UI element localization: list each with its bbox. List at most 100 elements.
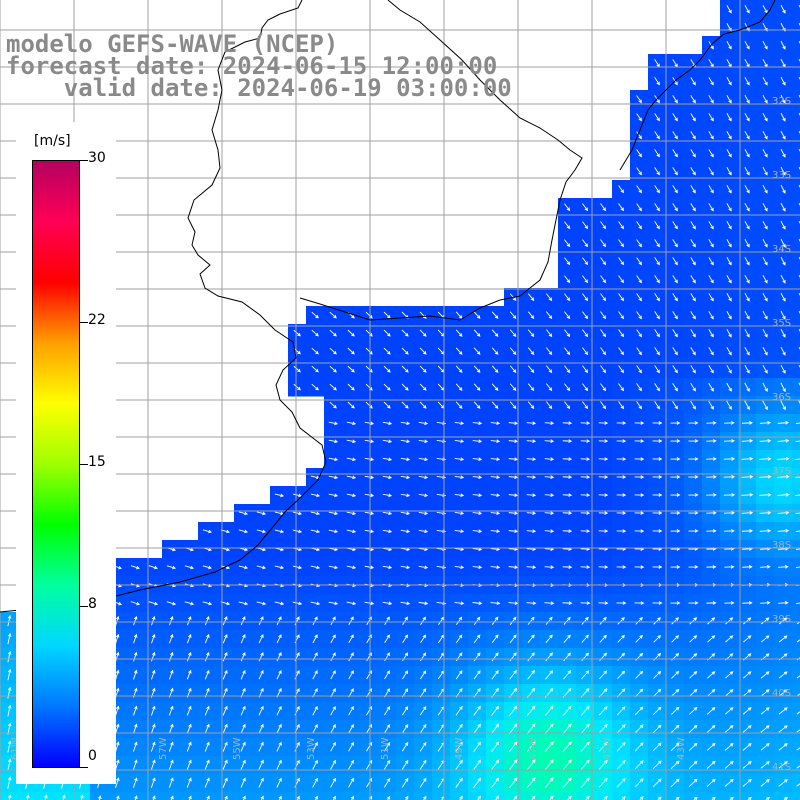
wind-arrow [621,796,626,800]
latitude-label: 39S [772,614,791,625]
wind-arrow [672,383,678,392]
wind-arrow [742,707,752,715]
wind-arrow [509,670,517,680]
wind-arrow [690,400,696,410]
wind-arrow [401,383,409,391]
wind-cell [792,720,800,739]
wind-arrow [186,651,192,662]
wind-arrow [472,493,483,498]
wind-arrow [762,112,768,122]
wind-arrow [491,652,499,662]
wind-arrow [420,616,426,626]
wind-arrow [382,601,393,606]
wind-arrow [130,601,141,606]
wind-arrow [115,777,120,788]
wind-arrow [329,347,337,355]
wind-arrow [151,651,156,662]
wind-cell [792,594,800,613]
wind-arrow [708,400,714,410]
wind-arrow [238,565,249,570]
wind-arrow [276,759,282,770]
wind-arrow [581,634,589,643]
wind-arrow [310,511,321,516]
wind-arrow [724,725,734,733]
wind-arrow [635,670,644,679]
wind-arrow [133,615,138,626]
wind-arrow [693,796,698,800]
wind-arrow [491,777,500,789]
wind-arrow [186,669,192,680]
wind-arrow [526,475,537,479]
wind-arrow [258,759,264,770]
wind-arrow [780,292,786,302]
wind-arrow [744,364,750,374]
wind-arrow [670,601,681,605]
wind-arrow [384,652,390,662]
wind-arrow [7,686,12,699]
wind-arrow [473,652,481,662]
wind-arrow [780,382,786,393]
wind-cell [684,792,703,800]
wind-arrow [777,474,790,479]
wind-arrow [672,293,678,302]
wind-arrow [330,777,336,788]
wind-arrow [654,131,660,140]
wind-arrow [690,275,696,284]
wind-arrow [708,239,714,248]
wind-arrow [708,185,714,194]
wind-arrow [708,293,714,302]
wind-arrow [652,724,662,734]
wind-arrow [472,529,483,534]
wind-arrow [690,293,696,302]
wind-arrow [600,383,607,392]
wind-arrow [240,759,246,770]
wind-arrow [258,777,264,788]
wind-cell [486,792,505,800]
wind-arrow [222,759,228,770]
wind-cell [90,792,109,800]
wind-arrow [455,705,463,716]
wind-arrow [455,329,463,337]
wind-arrow [744,292,750,302]
wind-cell [702,792,721,800]
wind-arrow [795,440,800,442]
wind-arrow [509,347,517,355]
wind-arrow [654,113,660,122]
wind-arrow [726,167,732,176]
wind-arrow [726,77,732,86]
wind-arrow [508,457,519,461]
wind-arrow [455,723,463,734]
wind-cell [324,792,343,800]
wind-arrow [672,167,678,176]
wind-arrow [256,565,267,570]
wind-arrow [744,166,750,176]
wind-arrow [636,257,642,266]
wind-arrow [635,617,643,625]
wind-arrow [509,365,517,373]
wind-cell [558,792,577,800]
wind-arrow [564,203,571,212]
wind-arrow [762,148,768,158]
wind-arrow [585,795,590,800]
wind-arrow [634,565,645,569]
wind-arrow [563,670,572,680]
wind-arrow [742,601,753,605]
wind-arrow [653,617,661,625]
wind-arrow [743,635,752,643]
wind-arrow [204,759,210,770]
wind-arrow [348,777,354,788]
wind-arrow [616,742,626,752]
wind-arrow [204,669,210,680]
wind-arrow [598,706,608,716]
wind-arrow [726,149,732,158]
wind-arrow [708,275,714,284]
wind-arrow [418,529,429,534]
wind-arrow [115,651,120,662]
wind-arrow [780,112,786,122]
wind-arrow [762,40,768,50]
wind-arrow [653,635,662,643]
wind-arrow [472,475,483,480]
valid-date: valid date: 2024-06-19 03:00:00 [6,74,512,102]
wind-arrow [654,185,660,194]
wind-arrow [744,310,750,320]
